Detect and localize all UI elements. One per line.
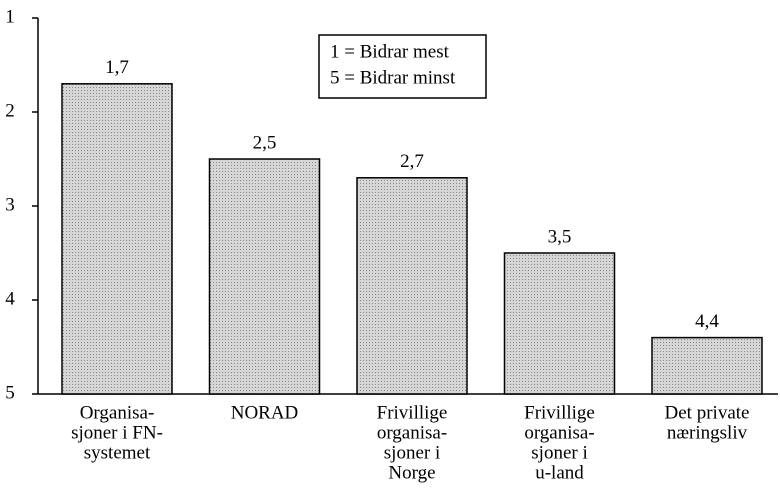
value-label: 2,5 (253, 132, 277, 153)
y-tick-label: 3 (5, 194, 15, 215)
x-tick-label: Frivillige (524, 402, 595, 423)
x-tick-label: systemet (84, 442, 151, 463)
y-tick-label: 4 (5, 288, 15, 309)
x-tick-label: Organisa- (80, 402, 155, 423)
bar (503, 252, 616, 395)
x-tick-label: sjoner i (531, 442, 587, 463)
bar (61, 83, 173, 395)
x-tick-label: Det private (665, 402, 750, 423)
legend-box (318, 34, 487, 99)
y-tick-label: 1 (5, 6, 15, 27)
bar (356, 177, 468, 395)
x-tick-label: organisa- (524, 422, 594, 443)
y-tick-label: 5 (5, 382, 15, 403)
x-tick-label: sjoner i FN- (71, 422, 163, 443)
value-label: 4,4 (695, 311, 719, 332)
bar (651, 336, 763, 395)
legend-text: 5 = Bidrar minst (330, 67, 456, 88)
x-tick-label: Frivillige (377, 402, 448, 423)
bar (208, 158, 321, 395)
legend-text: 1 = Bidrar mest (330, 41, 450, 62)
value-label: 1,7 (105, 57, 129, 78)
x-tick-label: NORAD (231, 402, 299, 423)
value-label: 2,7 (400, 151, 424, 172)
x-tick-label: Norge (388, 462, 435, 483)
x-tick-label: sjoner i (384, 442, 440, 463)
x-tick-label: næringsliv (667, 422, 748, 443)
value-label: 3,5 (548, 226, 572, 247)
x-tick-label: organisa- (377, 422, 447, 443)
x-tick-label: u-land (535, 462, 584, 483)
y-tick-label: 2 (5, 100, 15, 121)
